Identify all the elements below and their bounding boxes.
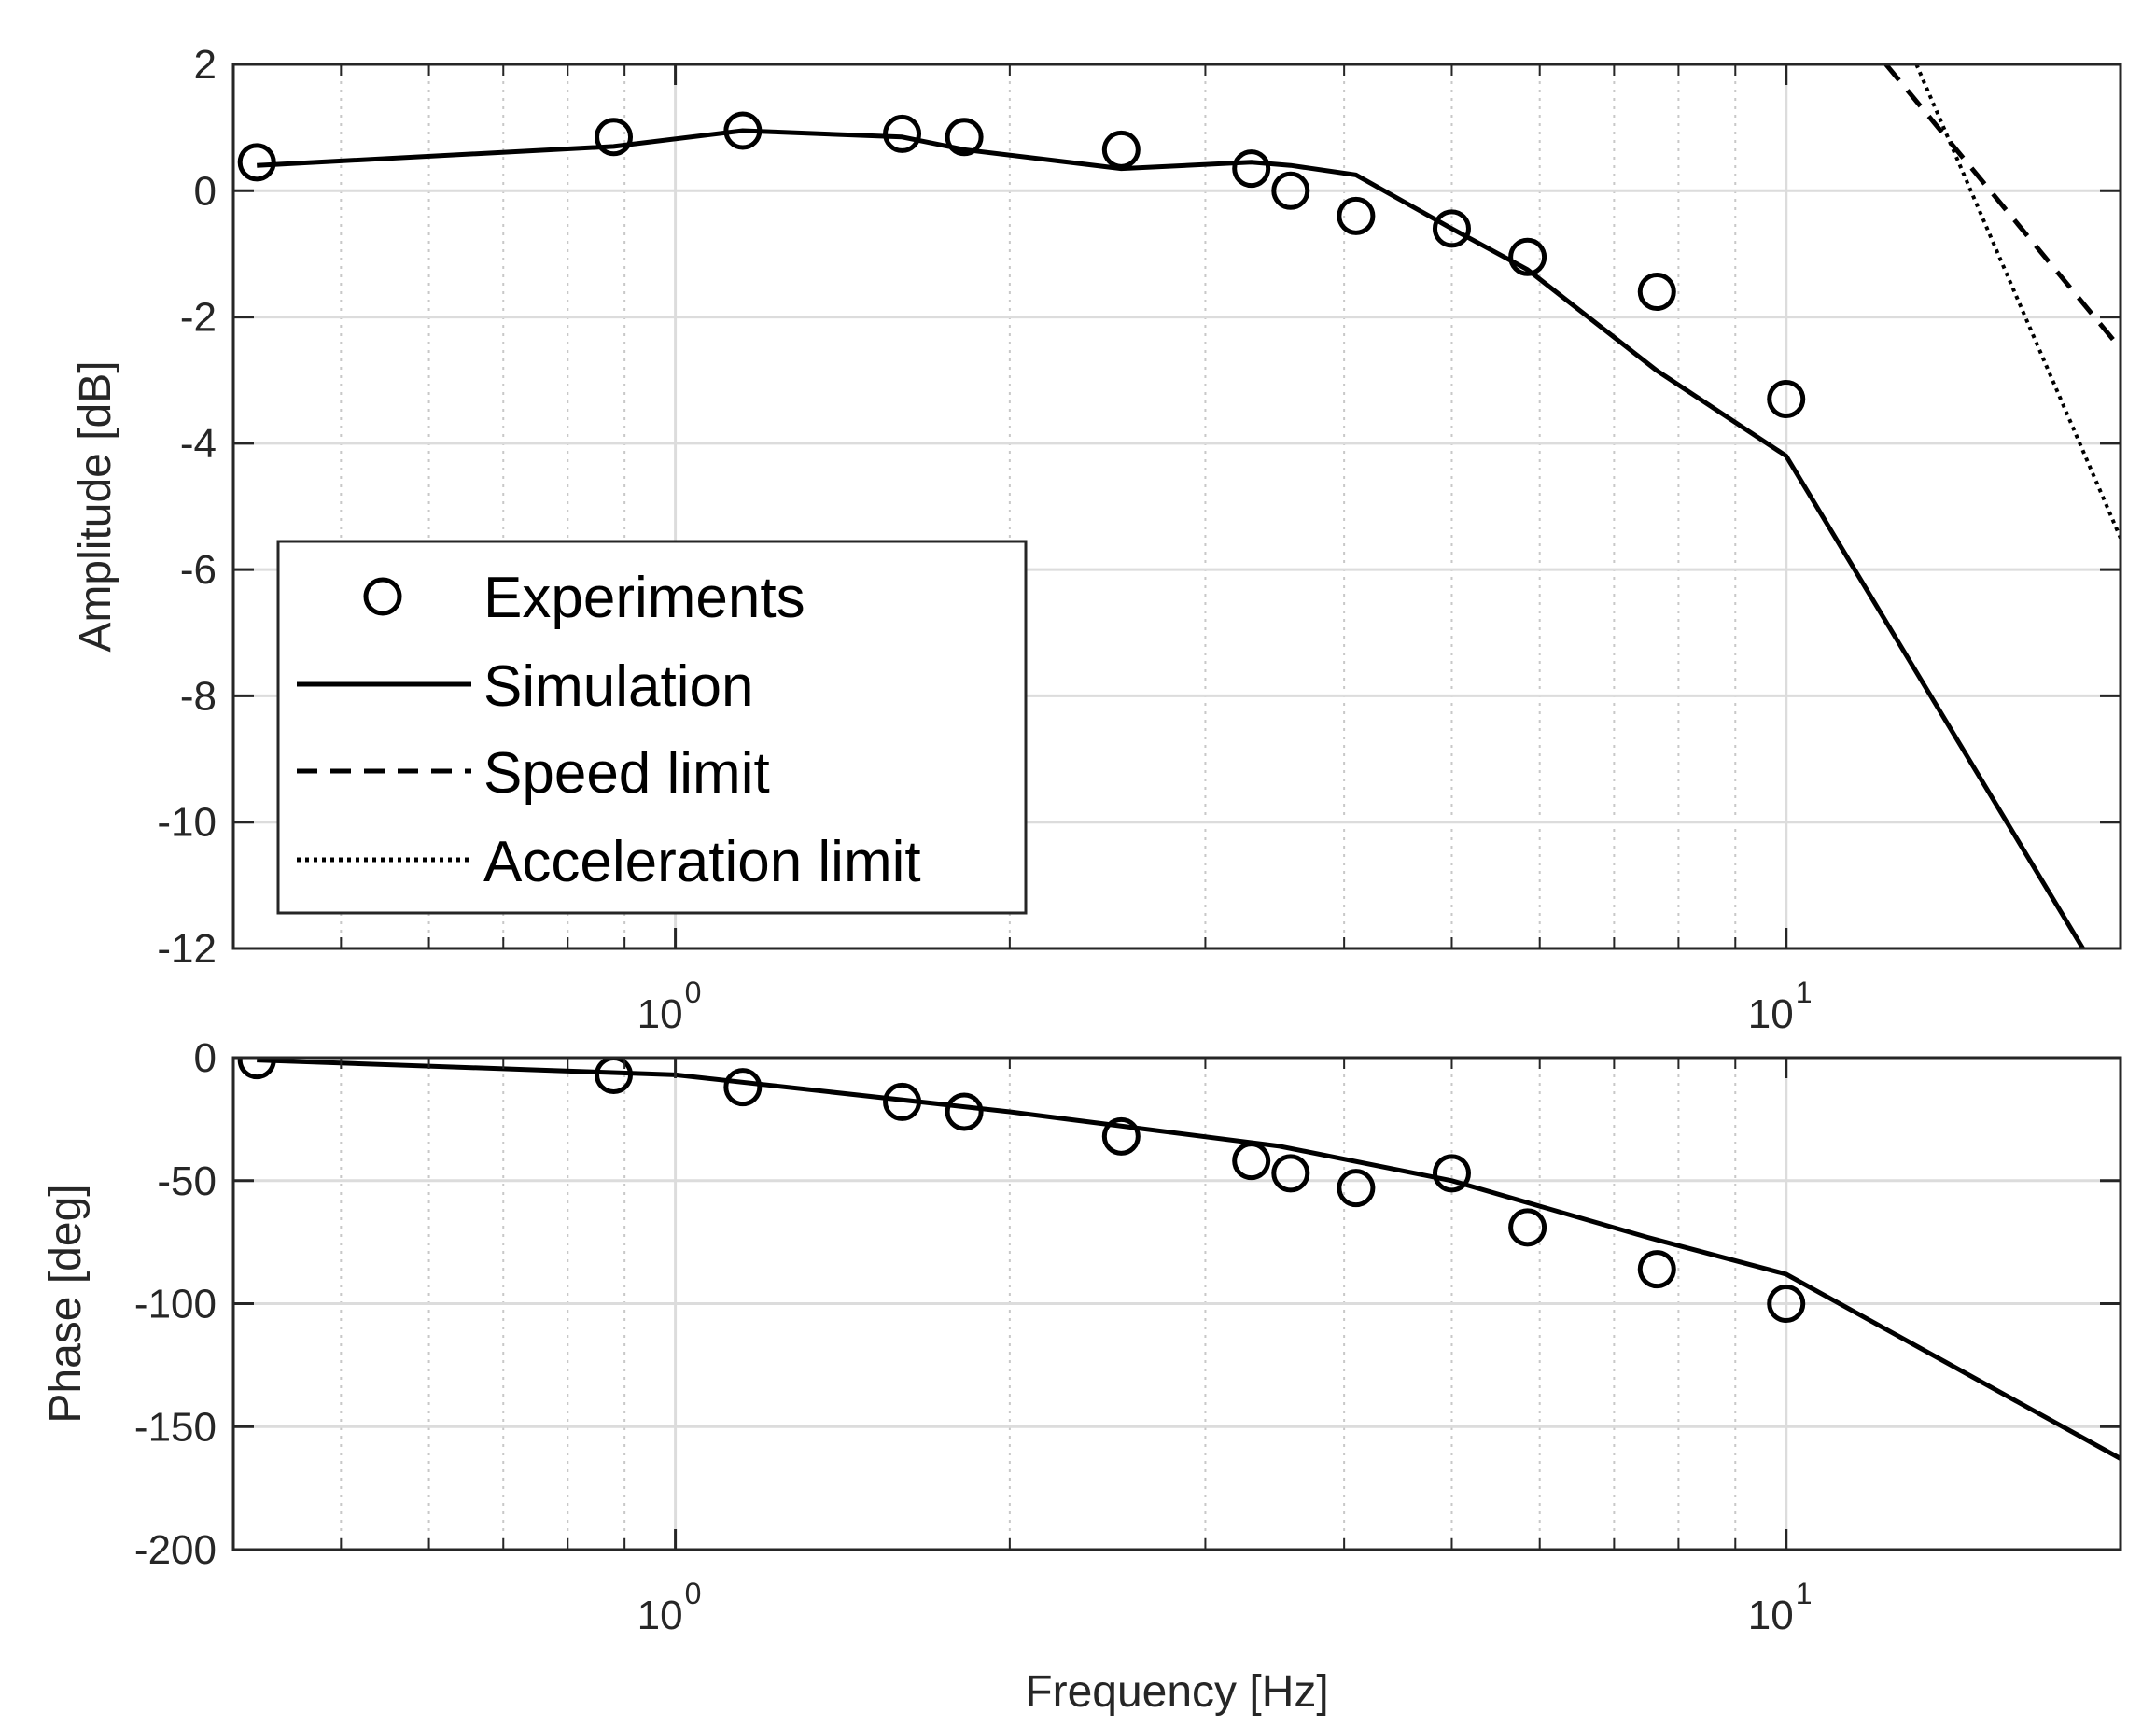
amplitude-y-tick-label: 0 — [194, 168, 217, 214]
amplitude-y-tick-label: -10 — [157, 800, 217, 846]
amplitude-experiments-point — [1337, 196, 1376, 235]
amplitude-experiments-point — [1432, 209, 1471, 248]
phase-experiments-point — [1637, 1250, 1676, 1289]
phase-simulation-line — [257, 1058, 2121, 1461]
amplitude-speed-limit-line — [1883, 64, 2121, 350]
amplitude-y-tick-label: 2 — [194, 42, 217, 88]
phase-y-tick-label: -100 — [134, 1282, 217, 1327]
amplitude-y-tick-label: -4 — [180, 421, 217, 467]
phase-x-tick-label-exponent: 0 — [685, 1577, 702, 1610]
amplitude-ticks: 10 0 10 120-2-4-6-8-10-12 — [157, 42, 2121, 1037]
amplitude-y-axis-label: Amplitude [dB] — [71, 360, 120, 652]
phase-experiments-point — [1337, 1169, 1376, 1208]
phase-series — [237, 1058, 2121, 1461]
amplitude-y-tick-label: -12 — [157, 926, 217, 972]
phase-ticks: 10 0 10 10-50-100-150-200 — [134, 1035, 2121, 1638]
phase-experiments-point — [1767, 1285, 1806, 1323]
amplitude-experiments-point — [883, 114, 922, 153]
amplitude-experiments-point — [1271, 171, 1310, 210]
amplitude-acceleration-limit-line — [1914, 64, 2121, 540]
amplitude-experiments-point — [1508, 237, 1547, 276]
amplitude-x-tick-label-base: 10 — [1748, 991, 1794, 1037]
amplitude-experiments-point — [1767, 380, 1806, 419]
legend-label-experiments: Experiments — [483, 566, 805, 630]
amplitude-y-tick-label: -6 — [180, 547, 217, 593]
phase-y-tick-label: -200 — [134, 1527, 217, 1573]
amplitude-series — [237, 64, 2121, 948]
phase-x-tick-label-base: 10 — [1748, 1593, 1794, 1638]
phase-experiments-point — [1101, 1116, 1141, 1156]
amplitude-y-tick-label: -8 — [180, 673, 217, 719]
amplitude-x-tick-label-base: 10 — [637, 991, 683, 1037]
phase-grid — [233, 1058, 2121, 1550]
legend: Experiments Simulation Speed limit Accel… — [276, 540, 1028, 915]
phase-experiments-point — [945, 1092, 984, 1131]
legend-marker-experiments — [363, 577, 402, 616]
legend-box — [276, 540, 1028, 915]
phase-experiments-point — [1508, 1208, 1547, 1247]
phase-y-tick-label: -150 — [134, 1404, 217, 1450]
amplitude-experiments-point — [595, 118, 634, 157]
phase-experiments-point — [1271, 1154, 1310, 1193]
amplitude-x-tick-label-exponent: 1 — [1796, 976, 1813, 1009]
amplitude-y-tick-label: -2 — [180, 295, 217, 341]
amplitude-simulation-line — [257, 128, 2085, 948]
amplitude-experiments-point — [945, 118, 984, 157]
phase-experiments-point — [723, 1068, 763, 1107]
amplitude-x-tick-label-exponent: 0 — [685, 976, 702, 1009]
legend-label-simulation: Simulation — [483, 654, 753, 719]
amplitude-axes-box — [231, 63, 2122, 950]
phase-y-tick-label: 0 — [194, 1035, 217, 1081]
x-axis-label: Frequency [Hz] — [1025, 1667, 1328, 1717]
phase-experiments-point — [1432, 1154, 1471, 1193]
phase-axes: 10 0 10 10-50-100-150-200 Phase [deg] Frequ… — [41, 1035, 2122, 1717]
amplitude-experiments-point — [1637, 273, 1676, 312]
phase-x-tick-label-exponent: 1 — [1796, 1577, 1813, 1610]
legend-label-acceleration-limit: Acceleration limit — [483, 830, 921, 894]
legend-label-speed-limit: Speed limit — [483, 741, 770, 806]
amplitude-axes: 10 0 10 120-2-4-6-8-10-12 Amplitude [dB] Ex… — [71, 42, 2122, 1037]
phase-y-axis-label: Phase [deg] — [41, 1184, 91, 1423]
phase-x-tick-label-base: 10 — [637, 1593, 683, 1638]
phase-y-tick-label: -50 — [157, 1158, 217, 1204]
amplitude-experiments-point — [1232, 149, 1271, 189]
